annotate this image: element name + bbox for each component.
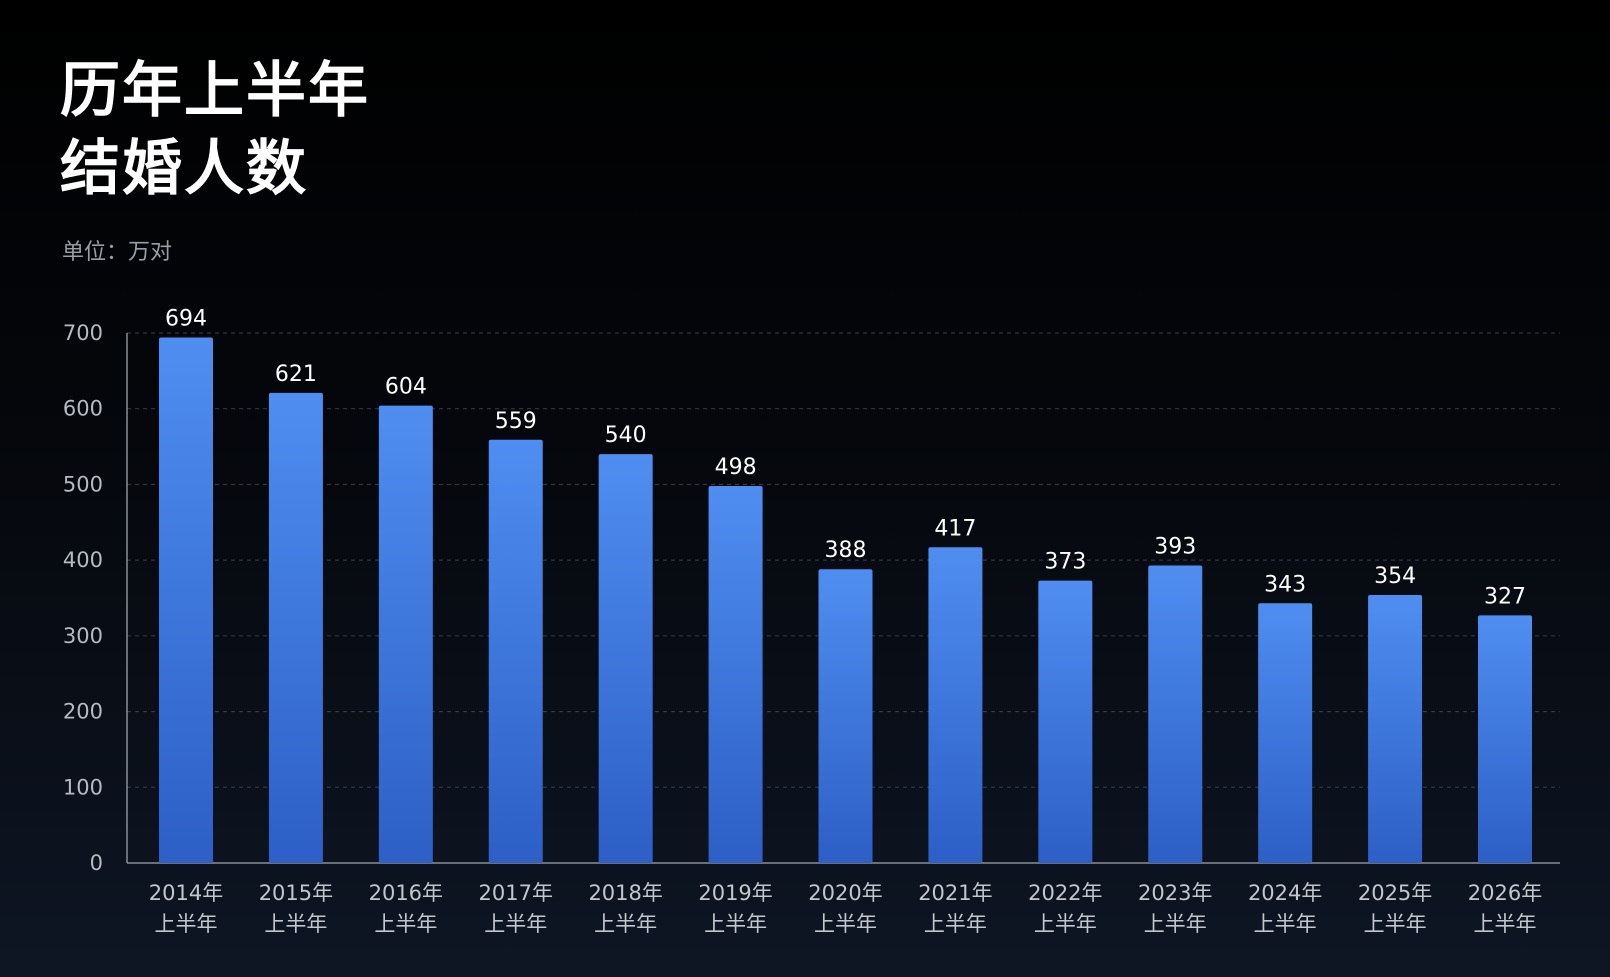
x-tick-label-year: 2026年	[1468, 881, 1542, 905]
x-tick-label-year: 2019年	[698, 881, 772, 905]
bar-value-label: 343	[1264, 572, 1306, 597]
bar	[159, 337, 213, 863]
bar-value-label: 559	[495, 409, 537, 434]
x-tick-label-year: 2025年	[1358, 881, 1432, 905]
bar-value-label: 354	[1374, 564, 1416, 589]
x-tick-label-year: 2016年	[369, 881, 443, 905]
chart-title-line-2: 结婚人数	[60, 134, 308, 204]
x-tick-label-year: 2015年	[259, 881, 333, 905]
grid-lines	[127, 332, 1560, 788]
bar	[268, 392, 323, 863]
y-tick-label: 300	[63, 624, 103, 648]
x-tick-label-period: 上半年	[1254, 912, 1317, 936]
bar-value-label: 604	[385, 375, 427, 400]
x-tick-label-year: 2023年	[1138, 881, 1212, 905]
x-tick-label-period: 上半年	[704, 912, 767, 936]
x-tick-label-year: 2017年	[479, 881, 553, 905]
y-tick-label: 400	[63, 548, 103, 572]
bar	[1038, 580, 1093, 863]
bar	[1368, 594, 1423, 863]
bars	[159, 337, 1532, 863]
bar	[1258, 603, 1313, 863]
x-tick-label-period: 上半年	[484, 912, 547, 936]
bar-value-label: 388	[825, 538, 867, 563]
x-tick-label-period: 上半年	[814, 912, 877, 936]
bar-value-label: 373	[1044, 550, 1086, 575]
chart-title-line-1: 历年上半年	[60, 56, 370, 126]
unit-label: 单位：万对	[62, 240, 173, 265]
y-tick-label: 500	[63, 472, 103, 496]
chart-title: 历年上半年 结婚人数	[60, 52, 370, 208]
bar-value-label: 540	[605, 423, 647, 448]
x-tick-label-period: 上半年	[924, 912, 987, 936]
x-tick-label-period: 上半年	[1364, 912, 1427, 936]
y-tick-label: 200	[63, 700, 103, 724]
x-tick-label-year: 2018年	[588, 881, 662, 905]
bar-value-label: 393	[1154, 534, 1196, 559]
y-tick-label: 0	[90, 851, 103, 875]
bar	[598, 454, 653, 863]
x-tick-label-year: 2021年	[918, 881, 992, 905]
x-tick-label-period: 上半年	[1474, 912, 1537, 936]
bar-value-label: 417	[934, 516, 976, 541]
bar	[928, 547, 983, 863]
x-tick-label-period: 上半年	[155, 912, 218, 936]
x-tick-label-year: 2022年	[1028, 881, 1102, 905]
bar-value-label: 498	[715, 455, 757, 480]
bar-value-label: 621	[275, 362, 317, 387]
bar-value-label: 694	[165, 307, 207, 332]
y-tick-label: 600	[63, 397, 103, 421]
bar	[488, 439, 543, 863]
x-tick-label-period: 上半年	[1144, 912, 1207, 936]
x-tick-label-period: 上半年	[1034, 912, 1097, 936]
y-tick-label: 700	[63, 321, 103, 345]
bar	[708, 485, 763, 863]
y-tick-label: 100	[63, 775, 103, 799]
x-tick-label-period: 上半年	[264, 912, 327, 936]
x-tick-label-period: 上半年	[374, 912, 437, 936]
x-tick-label-year: 2014年	[149, 881, 223, 905]
x-tick-label-year: 2020年	[808, 881, 882, 905]
bar	[818, 569, 873, 863]
x-tick-label-period: 上半年	[594, 912, 657, 936]
bar	[1148, 565, 1203, 863]
x-tick-label-year: 2024年	[1248, 881, 1322, 905]
bar	[378, 405, 433, 863]
bar	[1478, 615, 1532, 863]
bar-value-label: 327	[1484, 584, 1526, 609]
